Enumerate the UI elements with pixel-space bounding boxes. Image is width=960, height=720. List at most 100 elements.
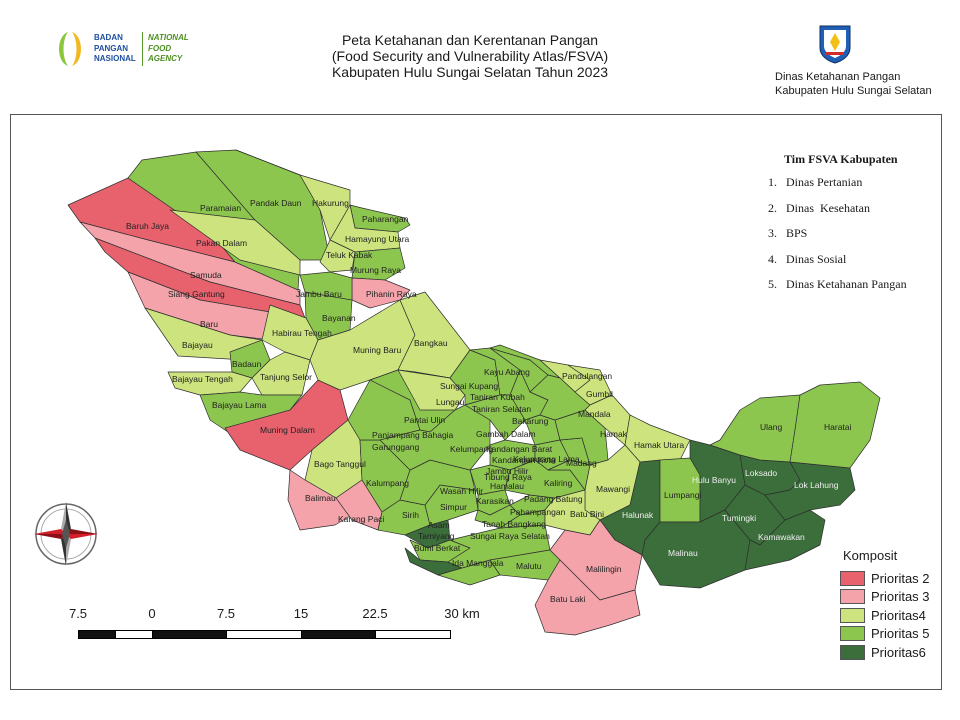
region-batu-laki[interactable] — [534, 559, 641, 636]
label-paharangan: Paharangan — [362, 214, 409, 224]
label-muning-dalam: Muning Dalam — [260, 425, 315, 435]
label-tibung-raya: Tibung Raya — [484, 472, 532, 482]
label-pihanin-raya: Pihanin Raya — [366, 289, 417, 299]
label-bakarung: Bakarung — [512, 416, 549, 426]
legend-swatch — [840, 607, 865, 623]
label-kayu-abang: Kayu Abang — [484, 367, 530, 377]
legend-item: Prioritas6 — [840, 643, 930, 662]
map-frame — [10, 114, 942, 690]
label-kandangan-barat: Kandangan Barat — [486, 444, 553, 454]
label-batu-bini: Batu Bini — [570, 509, 604, 519]
label-sungai-raya-selatan: Sungai Raya Selatan — [470, 531, 550, 541]
label-pahampangan: Pahampangan — [510, 507, 566, 517]
label-teluk-kabak: Teluk Kabak — [326, 250, 373, 260]
scale-label: 22.5 — [362, 606, 388, 621]
scale-label: 7.5 — [216, 606, 236, 621]
label-pandak-daun: Pandak Daun — [250, 198, 302, 208]
map-title: Peta Ketahanan dan Kerentanan Pangan (Fo… — [280, 32, 660, 80]
scale-segment — [152, 630, 227, 639]
scale-label: 15 — [293, 606, 309, 621]
agency-name: Dinas Ketahanan Pangan Kabupaten Hulu Su… — [775, 71, 932, 97]
label-loksado: Loksado — [745, 468, 777, 478]
legend-item: Prioritas 5 — [840, 625, 930, 644]
label-tamiyang: Tamiyang — [418, 531, 455, 541]
team-item: 1. Dinas Pertanian — [768, 175, 863, 189]
scale-segment — [375, 630, 451, 639]
label-malutu: Malutu — [516, 561, 542, 571]
label-hulu-banyu: Hulu Banyu — [692, 475, 736, 485]
label-kelumpang: Kelumpang — [450, 444, 493, 454]
label-madang: Madang — [566, 458, 597, 468]
legend-swatch — [840, 626, 865, 642]
label-gambah-dalam: Gambah Dalam — [476, 429, 536, 439]
label-tanah-bangkang: Tanah Bangkang — [482, 519, 546, 529]
region-balimau[interactable] — [287, 469, 353, 531]
label-karasikan: Karasikan — [476, 496, 514, 506]
region-kamawakan[interactable] — [744, 509, 826, 571]
title-line-2: (Food Security and Vulnerability Atlas/F… — [331, 48, 609, 64]
legend-item: Prioritas 2 — [840, 569, 930, 588]
label-hakurung: Hakurung — [312, 198, 349, 208]
label-jambu-hilir: Jambu Hilir — [486, 466, 529, 476]
label-kalumpang: Kalumpang — [366, 478, 409, 488]
label-paramaian: Paramaian — [200, 203, 241, 213]
logo-name-en: NATIONAL FOOD AGENCY — [148, 33, 189, 63]
label-malinau: Malinau — [668, 548, 698, 558]
label-lumpangi: Lumpangi — [664, 490, 701, 500]
label-baruh-jaya: Baruh Jaya — [126, 221, 169, 231]
label-ulang: Ulang — [760, 422, 782, 432]
region-teluk-kabak[interactable] — [319, 239, 356, 273]
region-malilingin[interactable] — [549, 519, 643, 601]
label-samuda: Samuda — [190, 270, 222, 280]
label-asam: Asam — [428, 520, 450, 530]
scale-label: 7.5 — [68, 606, 88, 621]
label-kaliring: Kaliring — [544, 478, 573, 488]
badan-pangan-mark-icon — [59, 32, 81, 66]
label-bago-tanggul: Bago Tanggul — [314, 459, 366, 469]
region-asam[interactable] — [404, 519, 451, 549]
team-item: 3. BPS — [768, 226, 808, 240]
label-bajayau-tengah: Bajayau Tengah — [172, 374, 233, 384]
label-ida-manggala: Ida Manggala — [452, 558, 504, 568]
team-item: 2. Dinas Kesehatan — [768, 200, 870, 215]
compass-rose-icon — [34, 502, 98, 566]
scale-label: 0 — [148, 606, 156, 621]
label-kandangan-kota: Kandangan Kota — [492, 455, 556, 465]
legend-label: Prioritas 2 — [871, 570, 930, 586]
legend-swatch — [840, 570, 865, 586]
scale-segment — [301, 630, 376, 639]
label-bajayau-lama: Bajayau Lama — [212, 400, 267, 410]
legend-swatch — [840, 589, 865, 605]
label-siang-gantung: Siang Gantung — [168, 289, 225, 299]
legend-label: Prioritas 3 — [871, 589, 930, 605]
label-halunak: Halunak — [622, 510, 654, 520]
legend-label: Prioritas4 — [871, 607, 926, 623]
label-kalumpang-lama: Kalumpang Lama — [513, 454, 580, 464]
label-mawangi: Mawangi — [596, 484, 630, 494]
region-mandala[interactable] — [529, 374, 591, 421]
label-tanjung-selor: Tanjung Selor — [260, 372, 312, 382]
badan-pangan-logo: BADAN PANGAN NASIONAL NATIONAL FOOD AGEN… — [52, 30, 202, 70]
label-hamak: Hamak — [600, 429, 628, 439]
region-murung-raya[interactable] — [351, 247, 406, 281]
legend-label: Prioritas6 — [871, 644, 926, 660]
region-pakan-dalam[interactable] — [169, 209, 301, 276]
title-line-1: Peta Ketahanan dan Kerentanan Pangan — [341, 32, 599, 48]
label-muning-baru: Muning Baru — [353, 345, 401, 355]
label-bangkau: Bangkau — [414, 338, 448, 348]
label-habirau-tengah: Habirau Tengah — [272, 328, 332, 338]
team-item: 5. Dinas Ketahanan Pangan — [768, 277, 907, 291]
region-pantai-ulin[interactable] — [397, 369, 466, 411]
label-kamawakan: Kamawakan — [758, 532, 805, 542]
label-badaun: Badaun — [232, 359, 262, 369]
title-line-3: Kabupaten Hulu Sungai Selatan Tahun 2023 — [331, 64, 609, 80]
label-sungai-kupang: Sungai Kupang — [440, 381, 498, 391]
label-balimau: Balimau — [305, 493, 336, 503]
logo-name-id: BADAN PANGAN NASIONAL — [94, 33, 136, 63]
scale-bar: 7.5 0 7.5 15 22.5 30 km — [64, 606, 484, 646]
region-hamak-utara[interactable] — [624, 414, 691, 463]
region-haratai[interactable] — [789, 381, 881, 469]
legend-item: Prioritas 3 — [840, 588, 930, 607]
label-panjampang-bahagia: Panjampang Bahagia — [372, 430, 454, 440]
